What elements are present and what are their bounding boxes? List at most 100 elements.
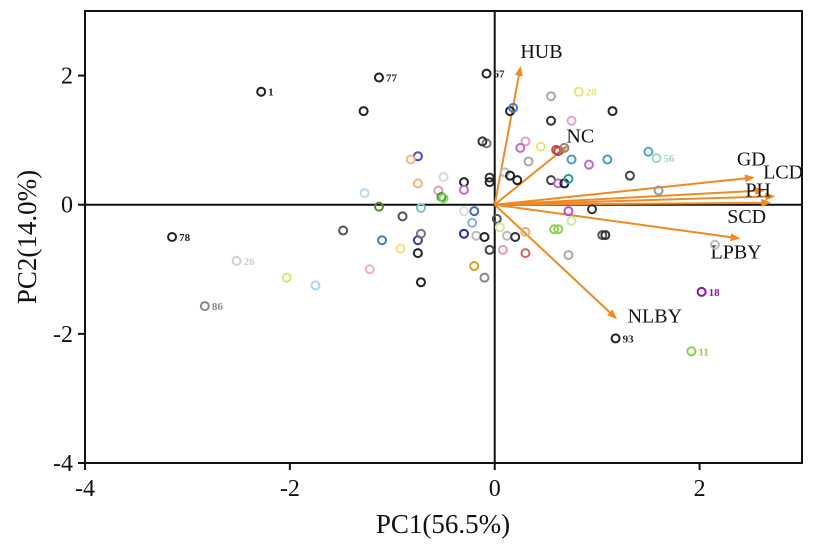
y-axis-title: PC2(14.0%) [12,170,42,304]
point-label: 56 [664,153,676,165]
loading-arrow [494,198,772,207]
data-point [397,211,408,222]
data-point [497,244,508,255]
y-tick-label: -2 [53,322,73,348]
data-point [508,102,519,113]
loading-label: NC [566,126,594,148]
data-point [607,106,618,117]
data-point [566,154,577,165]
point-label: 26 [244,256,256,268]
point-label: 93 [623,333,635,345]
loading-label: PH [745,179,771,201]
data-point [484,244,495,255]
point-label: 1 [268,87,274,99]
loading-label: SCD [727,206,766,228]
data-point [546,91,557,102]
data-point [587,204,598,215]
data-point [597,230,608,241]
data-point [310,280,321,291]
point-label: 11 [698,346,708,358]
labeled-data-point [686,346,697,357]
data-point [458,184,469,195]
labeled-data-point [373,72,384,83]
data-point [479,232,490,242]
data-point [479,272,490,283]
point-label: 86 [212,301,224,313]
data-point [484,172,495,183]
x-tick-label: -2 [280,476,300,502]
data-point [553,178,564,189]
data-point [395,243,406,254]
x-tick-label: 0 [489,476,501,502]
loading-arrow [494,203,741,242]
loading-label: LCD [763,162,803,184]
y-tick-label: 2 [61,64,73,90]
data-point [520,136,531,147]
loading-label: GD [737,149,766,171]
data-point [512,175,523,186]
labeled-data-point [231,255,242,266]
data-point [415,228,426,239]
data-point [469,206,480,217]
data-point [643,146,654,157]
data-point [467,217,478,228]
x-tick-label: -4 [75,476,95,502]
labeled-data-point [651,153,662,164]
data-point [438,171,449,182]
data-point [338,225,349,236]
loading-arrow [494,186,766,206]
data-point [535,141,546,152]
labeled-data-point [256,86,267,97]
data-point [477,136,488,147]
data-point [624,170,635,181]
data-point [520,248,531,259]
data-point [505,170,516,181]
data-point [469,261,480,272]
loading-label: NLBY [628,306,682,328]
point-label: 28 [586,87,598,99]
data-point [523,156,534,167]
y-tick-label: -4 [53,451,73,477]
loading-arrow [494,145,568,206]
data-point [563,250,574,261]
data-point [515,142,526,153]
labeled-data-point [610,333,621,344]
data-point [491,213,502,224]
y-tick-label: 0 [61,193,73,219]
labeled-data-point [696,286,707,297]
labeled-data-point [199,301,210,312]
data-point [405,154,416,165]
data-point [458,228,469,239]
data-point [520,226,531,237]
data-point [553,224,564,235]
data-point [566,115,577,126]
data-point [281,272,292,283]
data-point [412,178,423,189]
labeled-data-point [167,232,178,242]
data-point [412,248,423,259]
data-point [502,230,513,241]
data-point [510,232,521,242]
loading-arrow [493,65,523,205]
data-point [373,201,384,212]
data-point [458,206,469,217]
data-point [415,202,426,213]
labeled-data-point [573,86,584,97]
data-point [471,230,482,241]
data-point [600,230,611,241]
data-point [484,177,495,188]
point-label: 18 [709,287,721,299]
data-point [563,173,574,184]
data-point [494,222,505,233]
data-point [583,159,594,170]
data-point [364,264,375,275]
data-point [602,154,613,165]
loading-label: LPBY [710,241,761,263]
point-label: 67 [494,69,506,81]
loading-arrow [494,174,755,206]
x-axis-title: PC1(56.5%) [376,509,510,539]
data-point [563,206,574,217]
data-point [358,106,369,117]
data-point [359,188,370,199]
